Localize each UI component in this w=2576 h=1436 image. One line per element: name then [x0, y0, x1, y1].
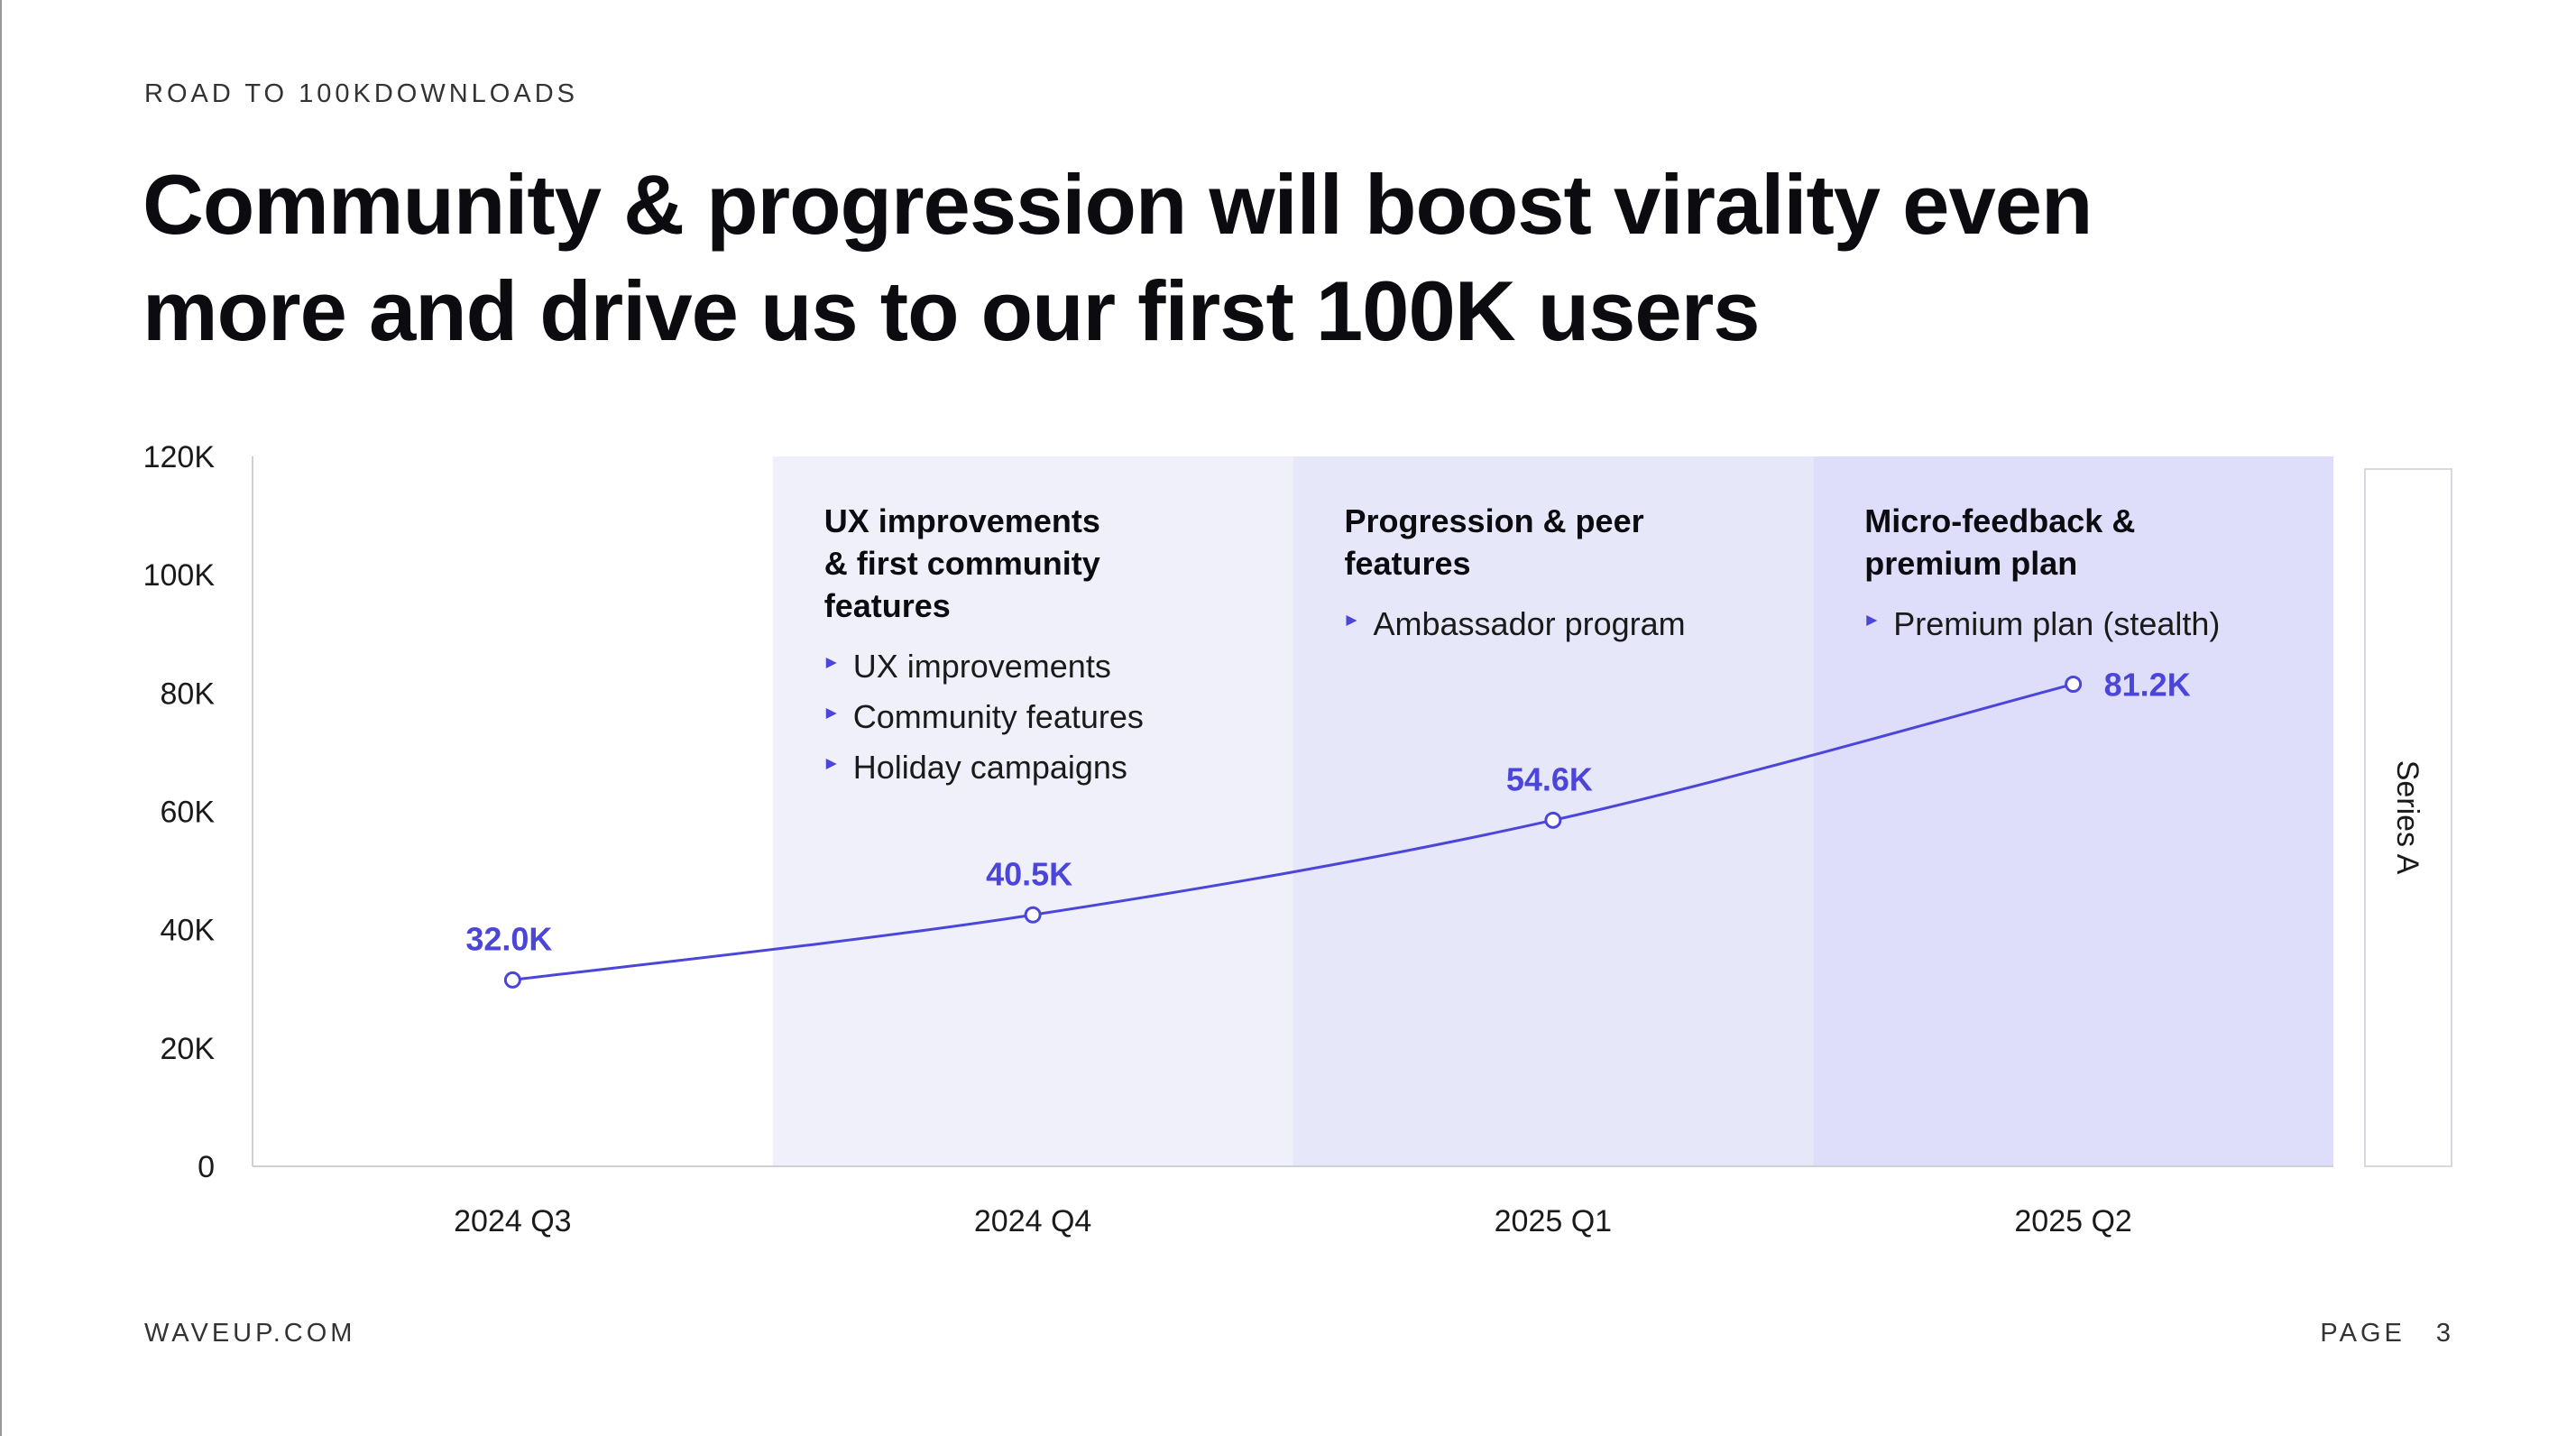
bullet-marker — [825, 708, 837, 719]
phase-bullet: Premium plan (stealth) — [1893, 605, 2220, 642]
legend-label: Series A — [2390, 760, 2424, 875]
phase-title: premium plan — [1864, 545, 2077, 582]
bullet-marker — [825, 759, 837, 769]
data-label: 40.5K — [986, 855, 1072, 892]
phase-band-2 — [1293, 456, 1814, 1166]
data-point — [2065, 675, 2083, 693]
data-point — [503, 971, 521, 989]
footer-page-label: PAGE — [2320, 1319, 2406, 1348]
phase-bullet: UX improvements — [853, 648, 1111, 685]
x-tick-label: 2024 Q4 — [974, 1204, 1091, 1238]
phase-title: features — [1345, 545, 1471, 582]
legend-box — [2364, 468, 2452, 1167]
data-label: 32.0K — [465, 920, 552, 957]
y-tick-label: 120K — [143, 440, 216, 474]
phase-band-1 — [772, 456, 1293, 1166]
phase-title: features — [824, 587, 951, 624]
phase-title: & first community — [824, 545, 1100, 582]
y-tick-label: 80K — [161, 677, 216, 711]
title-line-2: more and drive us to our first 100K user… — [143, 263, 1761, 358]
y-tick-label: 20K — [161, 1032, 216, 1066]
x-tick-label: 2024 Q3 — [454, 1204, 571, 1238]
y-tick-label: 40K — [161, 914, 216, 948]
page-title: Community & progression will boost viral… — [143, 152, 2397, 364]
y-tick-label: 60K — [161, 796, 216, 830]
data-point — [1544, 811, 1562, 829]
y-tick-label: 0 — [198, 1150, 215, 1184]
phase-bullet: Community features — [853, 698, 1144, 735]
bullet-marker — [1346, 615, 1357, 626]
footer-page-number: 3 — [2435, 1319, 2454, 1348]
x-tick-label: 2025 Q2 — [2014, 1204, 2131, 1238]
data-point — [1024, 906, 1042, 924]
eyebrow-label: ROAD TO 100KDOWNLOADS — [144, 79, 578, 108]
footer-site: WAVEUP.COM — [144, 1319, 356, 1348]
footer-page: PAGE 3 — [2320, 1319, 2454, 1349]
series-line — [512, 683, 2075, 981]
phase-title: Micro-feedback & — [1864, 502, 2135, 539]
phase-bullet: Ambassador program — [1374, 605, 1686, 642]
phase-bullet: Holiday campaigns — [853, 749, 1127, 786]
phase-title: UX improvements — [824, 502, 1100, 539]
title-line-1: Community & progression will boost viral… — [143, 157, 2093, 252]
bullet-marker — [1866, 615, 1878, 626]
bullet-marker — [825, 658, 837, 668]
data-label: 81.2K — [2104, 666, 2191, 703]
phase-title: Progression & peer — [1345, 502, 1644, 539]
data-label: 54.6K — [1506, 760, 1593, 797]
x-tick-label: 2025 Q1 — [1495, 1204, 1612, 1238]
y-tick-label: 100K — [143, 558, 216, 593]
phase-band-3 — [1813, 456, 2333, 1166]
